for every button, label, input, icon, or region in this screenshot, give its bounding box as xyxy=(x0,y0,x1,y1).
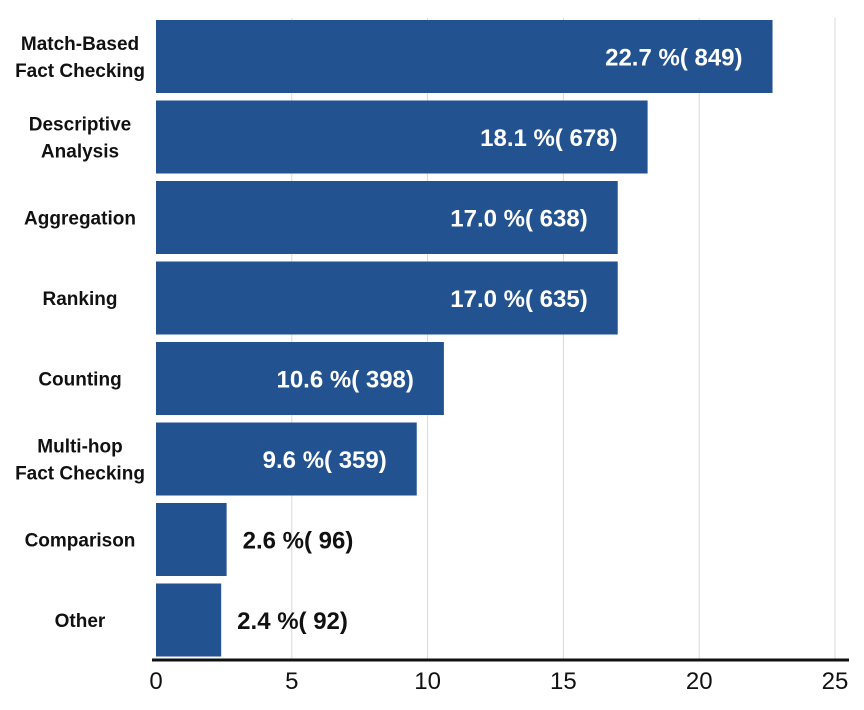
bar xyxy=(156,20,773,93)
data-label: 17.0 %( 638) xyxy=(450,206,587,233)
bar xyxy=(156,181,618,254)
category-label: Other xyxy=(55,611,106,632)
category-label: Multi-hop Fact Checking xyxy=(15,437,145,485)
data-label: 22.7 %( 849) xyxy=(605,45,742,72)
category-label: Counting xyxy=(38,370,121,391)
bar xyxy=(156,342,444,415)
bar xyxy=(156,583,222,657)
data-label: 10.6 %( 398) xyxy=(276,367,413,394)
data-label: 2.6 %( 96) xyxy=(243,528,354,555)
category-label: Descriptive Analysis xyxy=(29,115,131,163)
category-label: Match-Based Fact Checking xyxy=(15,34,145,82)
data-label: 17.0 %( 635) xyxy=(450,286,587,313)
bar xyxy=(156,100,648,174)
category-label: Ranking xyxy=(43,289,118,310)
x-tick-label: 15 xyxy=(550,668,577,695)
x-tick-label: 0 xyxy=(149,668,162,695)
x-tick-label: 20 xyxy=(686,668,713,695)
data-label: 9.6 %( 359) xyxy=(263,447,387,474)
bar xyxy=(156,503,227,576)
x-tick-label: 5 xyxy=(285,668,298,695)
category-label: Comparison xyxy=(25,531,136,552)
data-label: 2.4 %( 92) xyxy=(237,608,348,635)
x-tick-label: 25 xyxy=(822,668,849,695)
x-tick-label: 10 xyxy=(414,668,441,695)
bar xyxy=(156,261,618,335)
bar xyxy=(156,422,417,496)
category-label: Aggregation xyxy=(24,209,136,230)
data-label: 18.1 %( 678) xyxy=(480,125,617,152)
